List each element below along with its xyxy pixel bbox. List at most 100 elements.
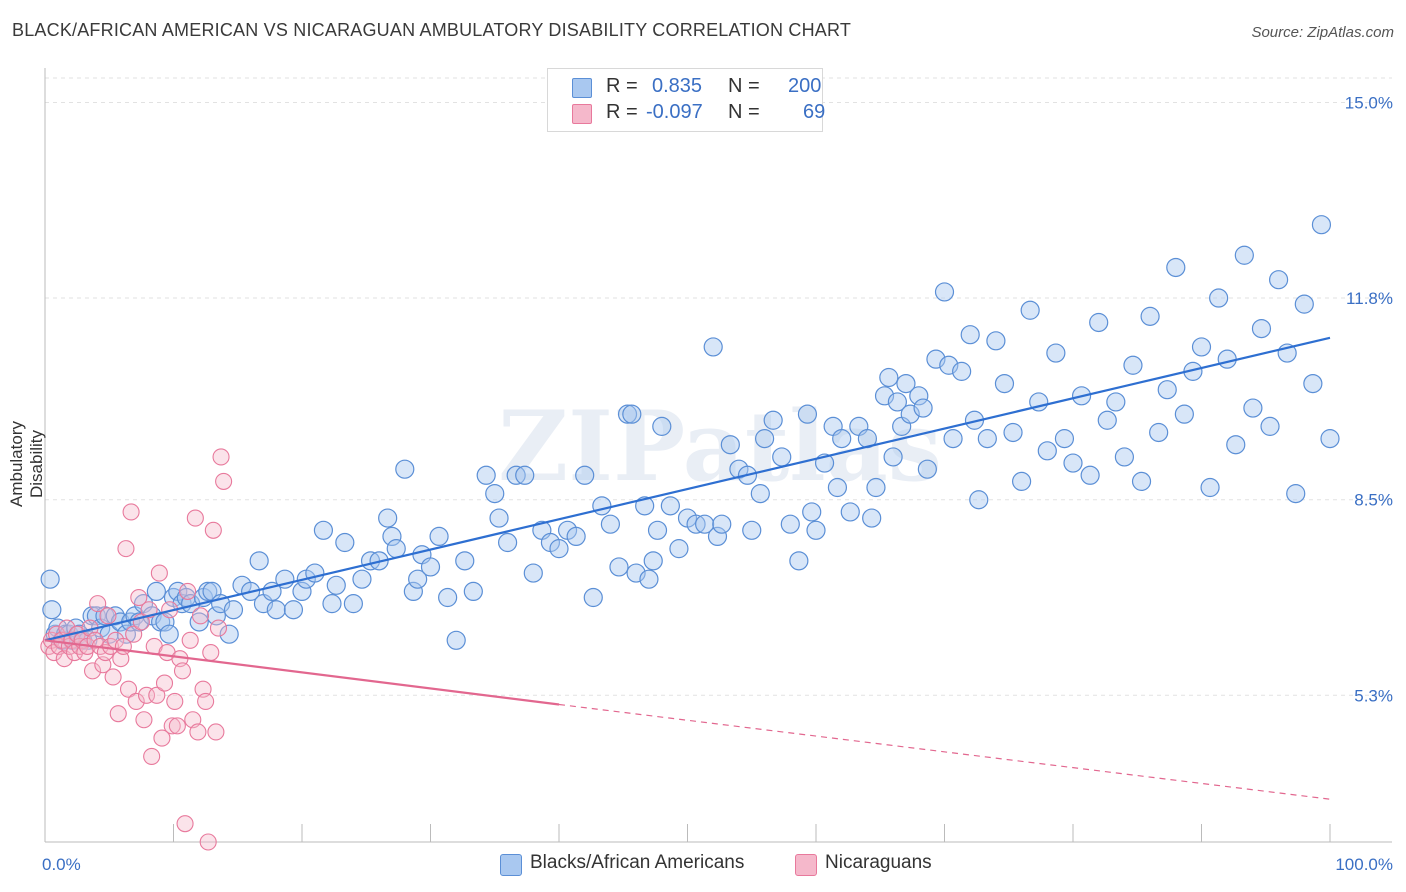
blue-point [326, 575, 346, 595]
series-legend: Blacks/African Americans Nicaraguans [0, 852, 1406, 880]
blue-point [827, 477, 848, 498]
blue-point [802, 502, 822, 522]
blue-point [1286, 484, 1306, 504]
blue-point [896, 374, 916, 394]
blue-point [463, 581, 483, 602]
blue-point [1063, 453, 1083, 473]
blue-point [1217, 349, 1237, 369]
n-label: N = [728, 75, 760, 97]
blue-point [1106, 392, 1126, 412]
blue-point [485, 484, 505, 504]
pink-point [99, 607, 117, 625]
blue-point [1037, 441, 1057, 461]
n-value: 200 [788, 75, 822, 97]
blue-point [994, 374, 1015, 394]
blue-point [806, 520, 826, 540]
r-value: -0.097 [646, 101, 703, 123]
blue-point [146, 581, 166, 602]
x-tick-label-left: 0.0% [42, 855, 81, 874]
blue-point [219, 624, 239, 644]
blue-point [977, 429, 997, 449]
pink-point [153, 729, 171, 747]
blue-point [382, 526, 402, 547]
blue-point [789, 551, 809, 571]
pink-point [204, 521, 222, 539]
blue-point [223, 600, 244, 620]
pink-point [168, 717, 186, 735]
blue-point [695, 514, 715, 534]
blue-point [1131, 471, 1152, 491]
pink-point [215, 472, 233, 490]
blue-point [489, 508, 509, 528]
pink-point [181, 631, 199, 649]
blue-point [720, 435, 740, 455]
pink-point [83, 662, 102, 680]
pink-point [166, 692, 184, 710]
pink-point [176, 815, 194, 833]
blue-point [549, 539, 569, 559]
blue-point [386, 539, 406, 559]
blue-point [292, 581, 312, 602]
y-tick-label: 5.3% [1354, 686, 1393, 705]
pink-point [191, 607, 210, 625]
pink-point [212, 448, 230, 466]
blue-point [772, 447, 792, 467]
blue-point [1114, 447, 1135, 467]
blue-point [1123, 355, 1143, 375]
blue-point [647, 520, 668, 540]
blue-point [617, 404, 638, 424]
pink-point [125, 625, 143, 643]
n-value: 69 [803, 101, 826, 123]
blue-point [566, 526, 586, 547]
blue-swatch [500, 854, 522, 876]
pink-point [135, 711, 153, 729]
pink-point [122, 503, 140, 521]
blue-point [189, 612, 209, 632]
pink-point [148, 686, 166, 704]
blue-point [592, 496, 612, 516]
blue-point [1260, 416, 1280, 436]
blue-point [1303, 374, 1323, 394]
blue-point [1268, 270, 1289, 290]
blue-point [1209, 288, 1229, 308]
blue-point [575, 465, 595, 485]
blue-point [1089, 312, 1109, 333]
blue-point [1234, 245, 1254, 265]
blue-point [40, 569, 60, 589]
blue-point [438, 587, 458, 608]
pink-trend-line [44, 639, 560, 706]
blue-point [960, 325, 980, 345]
blue-point [403, 581, 423, 602]
blue-point [952, 361, 972, 381]
pink-point [202, 643, 220, 662]
blue-point [840, 502, 860, 522]
blue-point [643, 551, 663, 571]
blue-point [1011, 471, 1032, 491]
blue-point [1200, 477, 1220, 498]
pink-point [189, 723, 207, 741]
pink-point [117, 540, 135, 558]
blue-point [797, 404, 818, 424]
blue-point [1311, 215, 1332, 235]
pink-point [104, 668, 122, 686]
blue-point [343, 594, 363, 614]
blue-trend-line [44, 336, 1331, 642]
pink-point [207, 723, 225, 741]
blue-point [1157, 380, 1177, 400]
n-label: N = [728, 101, 760, 123]
pink-trend-extension [558, 703, 1331, 800]
legend-label-blacks: Blacks/African Americans [530, 852, 745, 873]
blue-point [754, 429, 775, 449]
pink-point [186, 509, 204, 527]
pink-swatch [795, 854, 817, 876]
blue-point [1140, 306, 1160, 326]
pink-point [209, 619, 228, 637]
blue-point [1294, 294, 1314, 314]
blue-point [712, 514, 732, 534]
pink-point [199, 833, 217, 851]
pink-point [119, 680, 138, 698]
blue-point [986, 331, 1006, 351]
blue-point [1020, 300, 1040, 320]
blue-point [408, 569, 428, 589]
blue-point [266, 600, 286, 620]
